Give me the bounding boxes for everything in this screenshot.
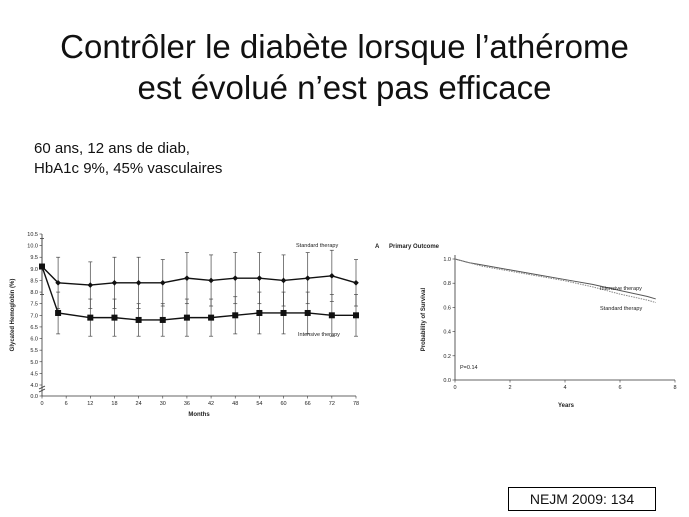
- chart1-standard-point: [135, 279, 142, 286]
- chart2-standard-line: [454, 258, 656, 304]
- chart1-axis-break: [38, 385, 46, 390]
- chart2-y-tick-label: 1.0: [443, 257, 451, 263]
- chart1-standard-point: [304, 275, 311, 281]
- slide-title: Contrôler le diabète lorsque l’athérome …: [0, 26, 689, 108]
- chart2-y-tick-label: 0.8: [443, 281, 451, 287]
- chart2-standard-label: Standard therapy: [600, 306, 642, 312]
- chart1-intensive-point: [328, 312, 335, 319]
- chart1-standard-point: [353, 279, 359, 286]
- chart1-standard-point: [111, 279, 118, 286]
- chart2-y-tick-label: 0.2: [443, 354, 451, 360]
- chart1-y-tick-label: 9.0: [30, 267, 38, 273]
- chart1-standard-point: [232, 275, 239, 281]
- chart1-x-axis-label: Months: [188, 412, 210, 418]
- chart1-y-tick-label: 10.5: [27, 232, 38, 238]
- chart1-y-tick-label: 8.0: [30, 290, 38, 296]
- chart1-x-tick-label: 78: [353, 401, 359, 407]
- patient-profile: 60 ans, 12 ans de diab, HbA1c 9%, 45% va…: [34, 139, 222, 179]
- chart1-y-tick-label: 7.0: [30, 313, 38, 319]
- chart1-x-tick-label: 36: [184, 401, 190, 407]
- chart1-intensive-point: [280, 309, 287, 316]
- chart1-x-tick-label: 30: [160, 401, 166, 407]
- chart1-intensive-point: [353, 312, 359, 319]
- chart1-standard-point: [280, 277, 287, 284]
- chart1-y-tick-label: 5.5: [30, 348, 38, 354]
- chart1-x-tick-label: 54: [256, 401, 262, 407]
- chart1-standard-point: [55, 279, 61, 286]
- chart1-intensive-point: [183, 314, 190, 321]
- chart1-intensive-line: [41, 266, 356, 321]
- chart1-intensive-point: [304, 309, 311, 316]
- chart1-standard-label: Standard therapy: [296, 243, 338, 249]
- chart2-x-tick-label: 4: [563, 385, 566, 391]
- patient-profile-line-1: 60 ans, 12 ans de diab,: [34, 140, 190, 157]
- chart1-standard-point: [208, 277, 214, 284]
- chart2-y-axis-label: Probability of Survival: [421, 287, 427, 351]
- chart1-y-tick-label: 6.5: [30, 325, 38, 331]
- chart1-intensive-point: [55, 309, 62, 316]
- chart1-intensive-label: Intensive therapy: [298, 332, 340, 338]
- chart1-x-tick-label: 0: [40, 401, 43, 407]
- chart1-intensive-point: [159, 316, 166, 323]
- chart1-y-tick-label: 5.0: [30, 360, 38, 366]
- chart2-y-tick-label: 0.4: [443, 330, 451, 336]
- chart1-intensive-point: [87, 314, 94, 321]
- chart1-x-tick-label: 72: [329, 401, 335, 407]
- patient-profile-line-2: HbA1c 9%, 45% vasculaires: [34, 160, 223, 177]
- chart2-panel-label: A: [375, 244, 380, 250]
- chart2-p-value: P=0.14: [460, 365, 478, 371]
- chart1-standard-line: [41, 266, 357, 286]
- chart2-x-tick-label: 0: [453, 385, 456, 391]
- chart2-x-axis-label: Years: [558, 403, 575, 409]
- chart1-standard-point: [256, 275, 263, 281]
- chart2-intensive-label: Intensive therapy: [600, 286, 642, 292]
- chart1-y-tick-label: 0.0: [30, 394, 38, 400]
- chart1-y-axis-label: Glycated Hemoglobin (%): [10, 279, 16, 352]
- chart2-y-tick-label: 0.6: [443, 305, 451, 311]
- chart1-standard-point: [87, 282, 94, 288]
- chart1-y-tick-label: 4.0: [30, 383, 38, 389]
- chart1-x-tick-label: 18: [111, 401, 117, 407]
- chart1-x-tick-label: 24: [136, 401, 142, 407]
- chart1-standard-point: [159, 279, 166, 286]
- chart1-x-tick-label: 48: [232, 401, 238, 407]
- citation-box: NEJM 2009: 134: [508, 487, 656, 511]
- chart2-y-tick-label: 0.0: [443, 378, 451, 384]
- chart2-x-tick-label: 6: [618, 385, 621, 391]
- chart1-x-tick-label: 60: [280, 401, 286, 407]
- slide-title-line-2: est évolué n’est pas efficace: [137, 69, 552, 106]
- chart2-x-tick-label: 8: [673, 385, 676, 391]
- chart1-y-tick-label: 7.5: [30, 302, 38, 308]
- chart1-y-tick-label: 10.0: [27, 244, 38, 250]
- chart1-intensive-point: [232, 312, 239, 319]
- chart2-title: Primary Outcome: [389, 244, 440, 250]
- chart1-y-tick-label: 9.5: [30, 255, 38, 261]
- chart1-x-tick-label: 6: [65, 401, 68, 407]
- chart1-y-tick-label: 4.5: [30, 371, 38, 377]
- chart2-x-tick-label: 2: [508, 385, 511, 391]
- chart1-x-tick-label: 66: [305, 401, 311, 407]
- chart1-y-tick-label: 6.0: [30, 337, 38, 343]
- slide-title-line-1: Contrôler le diabète lorsque l’athérome: [60, 28, 629, 65]
- chart1-y-tick-label: 8.5: [30, 278, 38, 284]
- chart1-intensive-point: [111, 314, 118, 321]
- chart1-x-tick-label: 12: [87, 401, 93, 407]
- chart2-intensive-line: [454, 258, 656, 300]
- chart1-axis-break: [38, 388, 46, 393]
- chart1-intensive-point: [135, 316, 142, 323]
- chart1-standard-point: [184, 275, 190, 281]
- chart1-intensive-point: [256, 309, 263, 316]
- chart1-standard-point: [329, 273, 335, 279]
- chart1-intensive-point: [39, 263, 45, 270]
- chart1-intensive-point: [208, 314, 215, 321]
- chart1-x-tick-label: 42: [208, 401, 214, 407]
